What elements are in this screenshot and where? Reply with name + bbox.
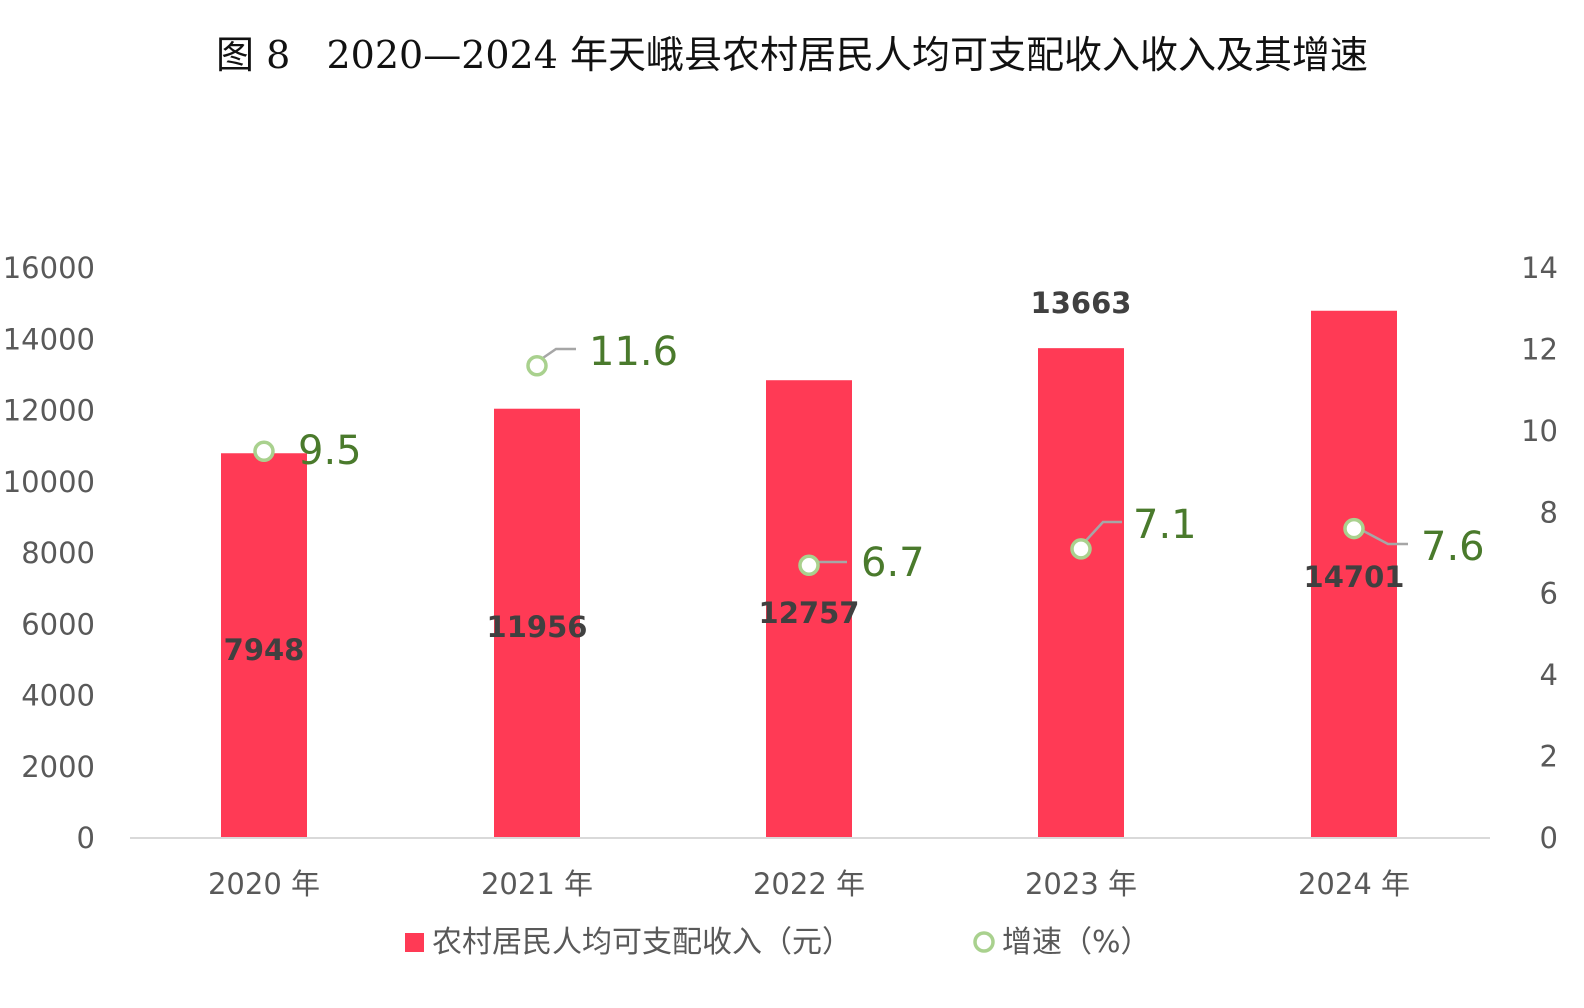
growth-rate-data-label: 9.5 (298, 428, 362, 474)
income-data-label: 11956 (487, 610, 588, 644)
x-category-label: 2024 年 (1298, 867, 1410, 901)
y-right-tick-label: 2 (1540, 740, 1558, 774)
income-bar (766, 380, 852, 838)
rate-label-leader-line (1080, 520, 1122, 547)
income-data-label: 7948 (224, 633, 305, 667)
y-left-tick-label: 14000 (3, 322, 95, 356)
y-right-tick-label: 4 (1540, 658, 1558, 692)
income-data-label: 13663 (1031, 286, 1132, 320)
x-category-label: 2020 年 (208, 867, 320, 901)
y-left-tick-label: 4000 (21, 679, 95, 713)
y-left-tick-label: 16000 (3, 251, 95, 285)
x-category-label: 2023 年 (1025, 867, 1137, 901)
income-bar (1038, 348, 1124, 838)
legend-rate-swatch (973, 931, 995, 953)
chart-title: 图 8 2020—2024 年天峨县农村居民人均可支配收入收入及其增速 (216, 33, 1368, 77)
y-right-tick-label: 10 (1521, 414, 1558, 448)
income-data-label: 14701 (1304, 560, 1405, 594)
legend-rate-label: 增速（%） (1002, 925, 1151, 960)
growth-rate-marker (526, 354, 548, 377)
income-data-label: 12757 (759, 596, 860, 630)
growth-rate-marker (253, 440, 275, 462)
legend-bar-swatch (405, 933, 424, 952)
growth-rate-marker (1343, 517, 1365, 540)
growth-rate-data-label: 6.7 (861, 540, 925, 586)
y-left-tick-label: 6000 (21, 607, 95, 641)
growth-rate-marker (798, 554, 820, 576)
y-right-tick-label: 8 (1540, 495, 1558, 529)
y-right-tick-label: 0 (1540, 821, 1558, 855)
y-right-tick-label: 12 (1521, 332, 1558, 366)
y-left-tick-label: 0 (77, 821, 95, 855)
growth-rate-data-label: 11.6 (589, 329, 678, 375)
rate-label-leader-line (1353, 524, 1408, 546)
x-category-label: 2022 年 (753, 867, 865, 901)
growth-rate-data-label: 7.6 (1421, 524, 1485, 570)
y-left-tick-label: 12000 (3, 394, 95, 428)
legend-income-label: 农村居民人均可支配收入（元） (432, 925, 852, 960)
y-left-tick-label: 10000 (3, 465, 95, 499)
growth-rate-data-label: 7.1 (1133, 502, 1197, 548)
income-bar (221, 453, 307, 838)
income-bar (1311, 310, 1397, 838)
growth-rate-marker (1070, 538, 1092, 560)
income-bar (494, 408, 580, 838)
y-right-tick-label: 6 (1540, 577, 1558, 611)
y-left-tick-label: 2000 (21, 750, 95, 784)
y-right-tick-label: 14 (1521, 251, 1558, 285)
y-left-tick-label: 8000 (21, 536, 95, 570)
x-category-label: 2021 年 (481, 867, 593, 901)
